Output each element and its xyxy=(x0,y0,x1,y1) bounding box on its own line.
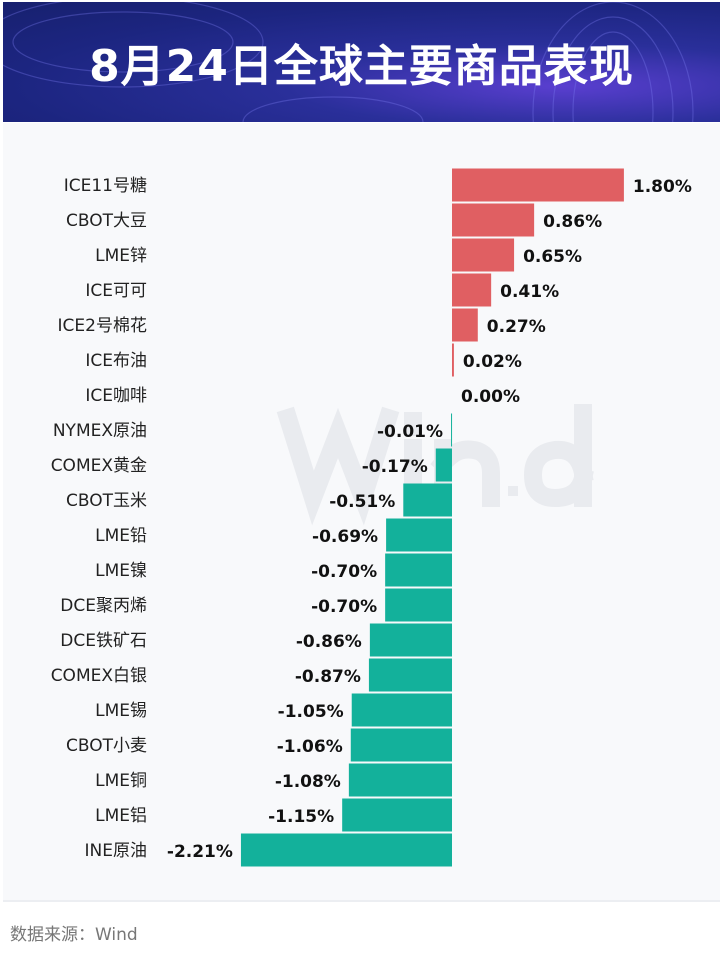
category-label: ICE11号糖 xyxy=(64,176,147,196)
bar xyxy=(452,343,454,377)
value-label: 0.02% xyxy=(463,352,522,372)
contour-decoration xyxy=(3,2,694,122)
bar xyxy=(240,833,452,867)
category-label: LME铜 xyxy=(95,771,147,791)
category-label: ICE咖啡 xyxy=(85,386,147,406)
value-label: 0.00% xyxy=(461,387,520,407)
category-label: LME铅 xyxy=(95,526,147,546)
value-label: -0.69% xyxy=(312,527,378,547)
page-title: 8月24日全球主要商品表现 xyxy=(89,41,634,92)
bar-chart: ICE11号糖 1.80% CBOT大豆 0.86% LME锌 0.65% ICE可可 0.4… xyxy=(51,168,692,867)
category-label: INE原油 xyxy=(85,841,147,861)
bar xyxy=(348,763,452,797)
bar xyxy=(435,448,452,482)
category-label: ICE2号棉花 xyxy=(58,316,147,336)
bar xyxy=(385,553,452,587)
value-label: -1.06% xyxy=(277,737,343,757)
category-label: CBOT大豆 xyxy=(66,211,147,231)
category-label: LME锡 xyxy=(95,701,147,721)
category-label: LME镍 xyxy=(95,561,147,581)
value-label: -0.87% xyxy=(295,667,361,687)
value-label: -2.21% xyxy=(167,842,233,862)
bar xyxy=(368,658,452,692)
value-label: 1.80% xyxy=(633,177,692,197)
bar xyxy=(452,238,515,272)
header-banner: 8月24日全球主要商品表现 xyxy=(3,2,720,122)
category-label: ICE可可 xyxy=(85,281,147,301)
category-label: COMEX白银 xyxy=(51,666,147,686)
value-label: -0.70% xyxy=(311,597,377,617)
source-note: 数据来源：Wind xyxy=(10,925,138,945)
category-label: DCE聚丙烯 xyxy=(60,596,147,616)
category-label: DCE铁矿石 xyxy=(60,631,147,651)
value-label: 0.27% xyxy=(487,317,546,337)
bar xyxy=(342,798,452,832)
bar xyxy=(403,483,452,517)
bar xyxy=(452,168,624,202)
bar xyxy=(369,623,452,657)
value-label: -0.17% xyxy=(362,457,428,477)
value-label: -0.70% xyxy=(311,562,377,582)
bar xyxy=(451,413,453,447)
value-label: -1.05% xyxy=(278,702,344,722)
chart-panel: ICE11号糖 1.80% CBOT大豆 0.86% LME锌 0.65% ICE可可 0.4… xyxy=(3,123,720,902)
category-label: NYMEX原油 xyxy=(53,421,147,441)
value-label: 0.86% xyxy=(543,212,602,232)
category-label: CBOT玉米 xyxy=(66,491,147,511)
category-label: CBOT小麦 xyxy=(66,736,147,756)
value-label: -0.51% xyxy=(329,492,395,512)
value-label: -0.86% xyxy=(296,632,362,652)
bar xyxy=(386,518,452,552)
value-label: -1.08% xyxy=(275,772,341,792)
value-label: -0.01% xyxy=(377,422,443,442)
category-label: ICE布油 xyxy=(85,351,147,371)
category-label: COMEX黄金 xyxy=(51,456,147,476)
category-label: LME铝 xyxy=(95,806,147,826)
bar xyxy=(385,588,452,622)
bar xyxy=(452,273,492,307)
value-label: 0.41% xyxy=(500,282,559,302)
value-label: -1.15% xyxy=(268,807,334,827)
bar xyxy=(452,308,478,342)
bar xyxy=(351,693,452,727)
value-label: 0.65% xyxy=(523,247,582,267)
bar xyxy=(452,203,535,237)
bar xyxy=(350,728,452,762)
category-label: LME锌 xyxy=(95,246,147,266)
